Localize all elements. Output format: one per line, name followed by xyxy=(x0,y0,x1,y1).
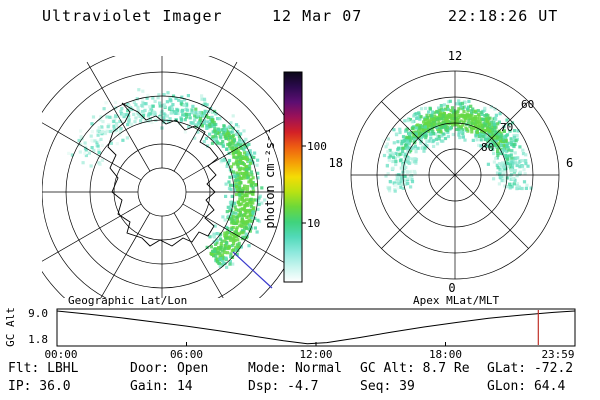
apex-mlt-label-12: 12 xyxy=(448,49,462,63)
ytick-top: 9.0 xyxy=(28,307,48,320)
orbit-track-line xyxy=(232,251,273,289)
status-door: Door: Open xyxy=(130,361,208,376)
apex-plot: 12 0 18 6 60 70 80 xyxy=(329,49,574,295)
colorbar: 100 10 photon cm⁻²s⁻¹ xyxy=(263,71,327,283)
xtick-1200: 12:00 xyxy=(299,348,332,361)
status-dsp: Dsp: -4.7 xyxy=(248,379,318,394)
geographic-plot xyxy=(42,56,288,298)
colorbar-gradient xyxy=(283,71,303,283)
xtick-1800: 18:00 xyxy=(429,348,462,361)
xtick-2359: 23:59 xyxy=(541,348,574,361)
app-title: Ultraviolet Imager xyxy=(42,7,223,25)
apex-mlt-label-0: 0 xyxy=(448,281,455,295)
colorbar-axis-label: photon cm⁻²s⁻¹ xyxy=(263,127,277,228)
status-ip: IP: 36.0 xyxy=(8,379,71,394)
geo-plot-caption: Geographic Lat/Lon xyxy=(68,294,187,307)
status-seq: Seq: 39 xyxy=(360,379,415,394)
status-flt: Flt: LBHL xyxy=(8,361,79,376)
geo-latlon-grid xyxy=(42,56,288,298)
title-date: 12 Mar 07 xyxy=(272,7,362,25)
apex-mlat-label-80: 80 xyxy=(481,141,494,154)
geo-aurora-emission xyxy=(67,88,267,269)
status-bar: Flt: LBHL Door: Open Mode: Normal GC Alt… xyxy=(8,361,573,394)
apex-plot-caption: Apex MLat/MLT xyxy=(413,294,499,307)
apex-mlt-label-6: 6 xyxy=(566,156,573,170)
status-gain: Gain: 14 xyxy=(130,379,193,394)
timeline-y-label: GC Alt xyxy=(4,307,17,347)
status-mode: Mode: Normal xyxy=(248,361,342,376)
status-gcalt: GC Alt: 8.7 Re xyxy=(360,361,470,376)
apex-mlt-label-18: 18 xyxy=(329,156,343,170)
apex-polar-grid xyxy=(350,70,560,280)
ytick-bottom: 1.8 xyxy=(28,333,48,346)
xtick-0600: 06:00 xyxy=(170,348,203,361)
colorbar-tick-label-100: 100 xyxy=(307,140,327,153)
colorbar-tick-label-10: 10 xyxy=(307,217,320,230)
status-glon: GLon: 64.4 xyxy=(487,379,565,394)
apex-mlat-label-70: 70 xyxy=(500,121,513,134)
apex-aurora-emission xyxy=(381,99,533,193)
apex-mlat-label-60: 60 xyxy=(521,98,534,111)
timeline-frame xyxy=(56,308,576,347)
xtick-0000: 00:00 xyxy=(44,348,77,361)
altitude-timeline: Geographic Lat/Lon Apex MLat/MLT 9.0 1.8… xyxy=(4,294,576,361)
gc-altitude-curve xyxy=(56,310,575,345)
antarctica-coastline xyxy=(107,102,219,247)
status-glat: GLat: -72.2 xyxy=(487,361,573,376)
title-time: 22:18:26 UT xyxy=(448,7,558,25)
